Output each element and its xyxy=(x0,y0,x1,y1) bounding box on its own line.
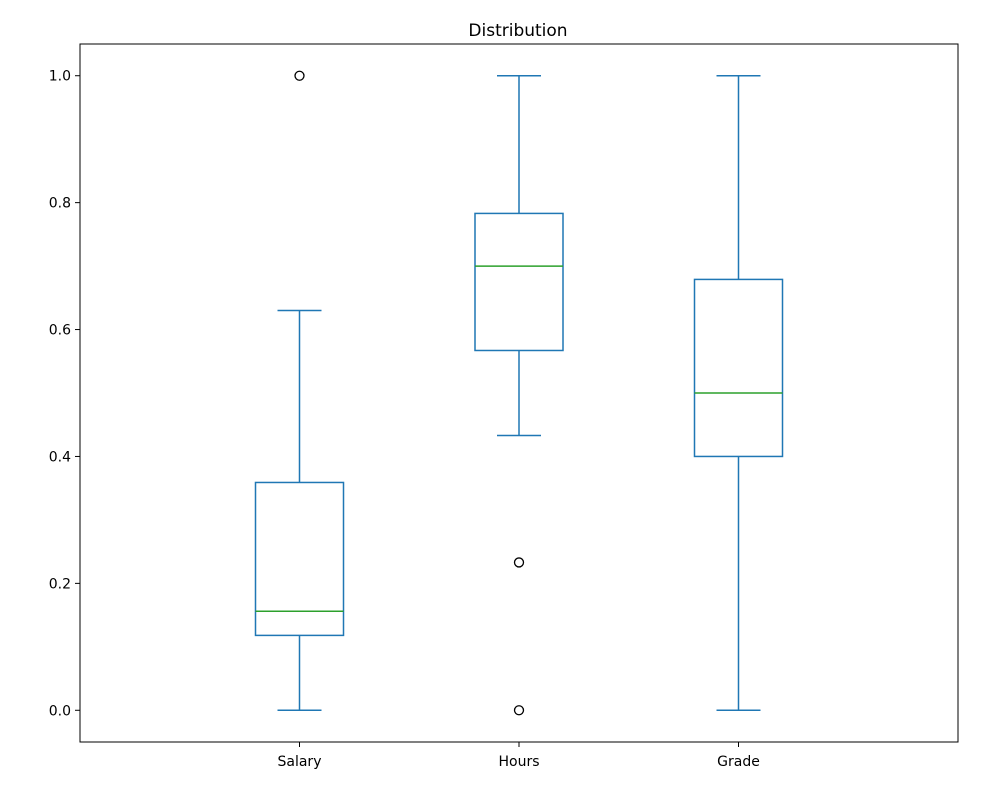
x-tick-label: Hours xyxy=(498,754,539,770)
box-group-grade xyxy=(693,74,784,712)
iqr-box xyxy=(254,481,345,637)
x-axis: Salary Hours Grade xyxy=(278,742,760,770)
y-tick-label: 0.2 xyxy=(49,576,71,592)
x-tick-label: Grade xyxy=(717,754,760,770)
axes-frame xyxy=(79,43,959,743)
chart-title: Distribution xyxy=(468,21,567,41)
outlier-point xyxy=(294,70,305,81)
outlier-point xyxy=(513,705,525,716)
iqr-box xyxy=(474,212,564,352)
box-group-salary xyxy=(254,70,345,712)
y-tick-label: 1.0 xyxy=(49,69,71,85)
iqr-box xyxy=(693,278,784,458)
y-axis: 0.0 0.2 0.4 0.6 0.8 1.0 xyxy=(49,69,80,719)
y-tick-label: 0.4 xyxy=(49,449,71,465)
y-tick-label: 0.8 xyxy=(49,196,71,212)
y-tick-label: 0.0 xyxy=(49,703,71,719)
box-group-hours xyxy=(474,74,564,716)
plot-area xyxy=(254,70,784,716)
y-tick-label: 0.6 xyxy=(49,323,71,339)
outlier-point xyxy=(513,557,525,568)
x-tick-label: Salary xyxy=(278,754,322,770)
